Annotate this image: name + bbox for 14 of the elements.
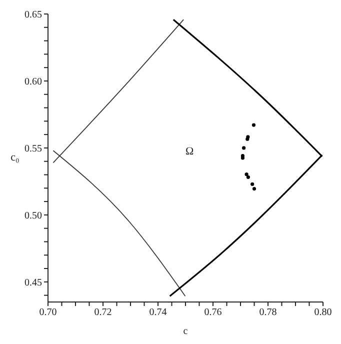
annotation: Ω (186, 146, 194, 158)
y-tick-label: 0.60 (24, 76, 42, 88)
y-tick-label: 0.50 (24, 210, 42, 222)
y-tick-label: 0.65 (24, 10, 42, 21)
y-tick-label: 0.45 (24, 277, 42, 288)
x-tick-label: 0.80 (314, 307, 332, 318)
x-tick-label: 0.78 (259, 307, 277, 318)
x-axis-title: c (183, 326, 188, 337)
x-tick-label: 0.74 (149, 307, 167, 318)
x-tick-label: 0.72 (94, 307, 112, 318)
y-axis-title: c₀ (10, 152, 20, 164)
y-tick-label: 0.55 (24, 144, 42, 155)
x-tick-label: 0.76 (204, 307, 222, 318)
x-tick-label: 0.70 (39, 307, 57, 318)
